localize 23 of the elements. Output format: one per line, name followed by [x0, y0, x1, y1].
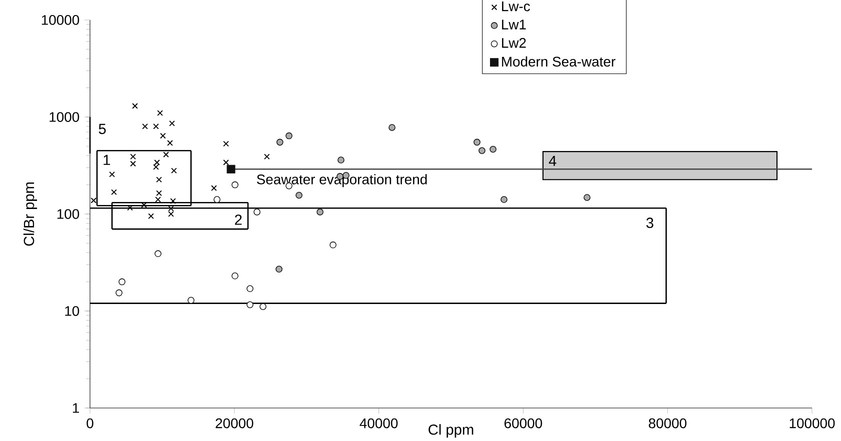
- annotation: 1: [104, 154, 110, 165]
- annotation: 5: [98, 124, 106, 134]
- x-axis-title: Cl ppm: [428, 424, 474, 438]
- annotation: 3: [646, 218, 654, 228]
- annotation: 2: [235, 214, 242, 225]
- x-tick-label: 40000: [360, 418, 398, 428]
- legend-label: Modern Sea-water: [502, 56, 616, 67]
- x-tick-label: 80000: [648, 418, 686, 428]
- y-tick-label: 100: [57, 209, 80, 219]
- y-tick-label: 1: [72, 403, 79, 413]
- legend-label: Lw1: [502, 20, 526, 30]
- y-tick-label: 1000: [50, 112, 80, 122]
- x-tick-label: 0: [86, 418, 94, 428]
- annotation: Seawater evaporation trend: [256, 174, 427, 188]
- y-tick-label: 10: [65, 306, 80, 316]
- y-axis-title: Cl/Br ppm: [23, 182, 38, 246]
- legend-label: Lw-c: [502, 2, 530, 12]
- x-tick-label: 20000: [216, 418, 254, 428]
- legend-label: Lw2: [502, 38, 526, 48]
- annotation: 4: [548, 156, 556, 166]
- x-tick-label: 60000: [504, 418, 542, 428]
- x-tick-label: 100000: [790, 418, 835, 428]
- y-tick-label: 10000: [42, 15, 80, 25]
